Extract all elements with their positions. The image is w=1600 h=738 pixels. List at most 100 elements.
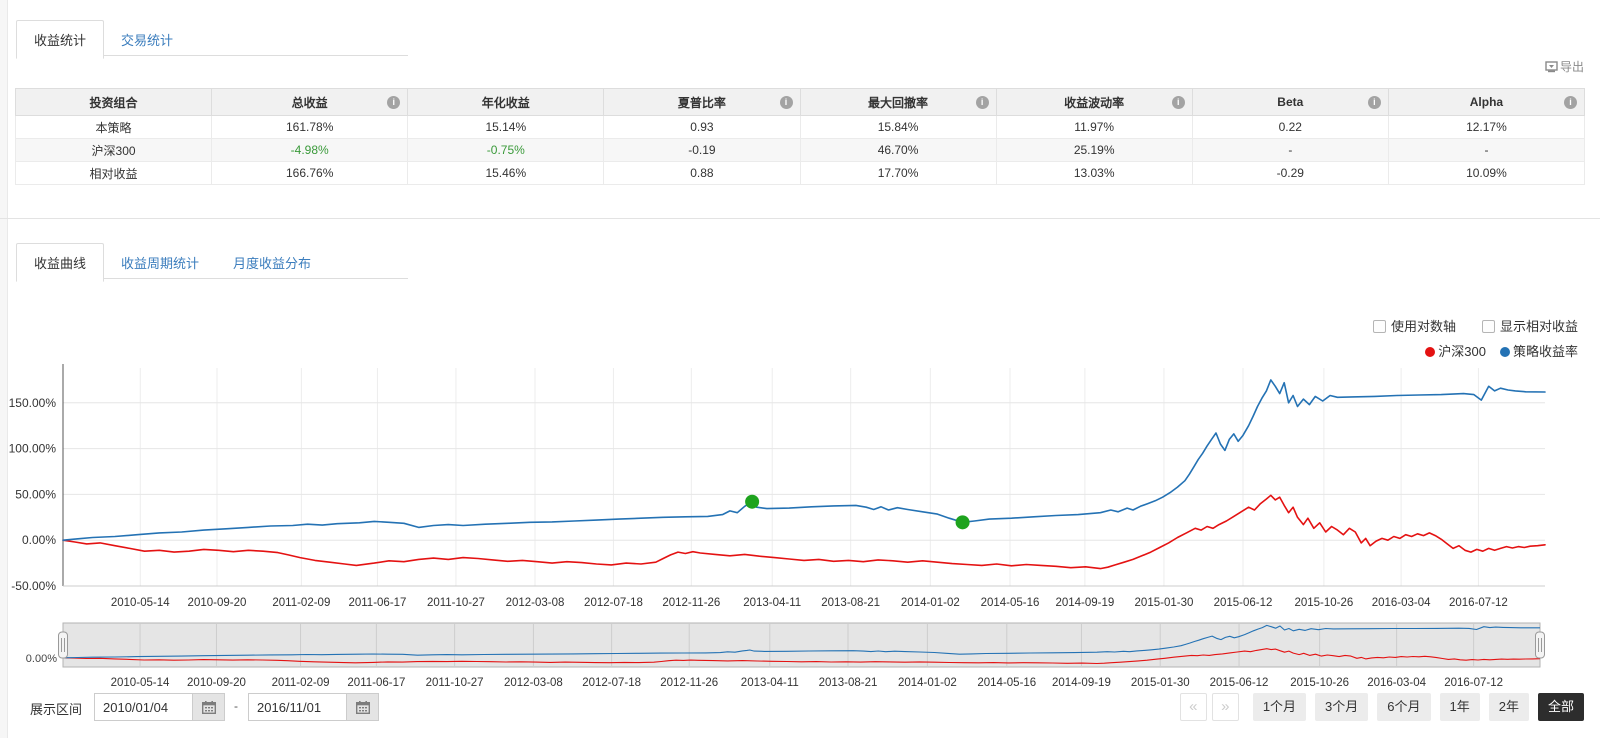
table-cell: 15.14%	[407, 115, 605, 139]
navigator-x-label: 2010-05-14	[111, 677, 170, 689]
table-cell: 相对收益	[14, 161, 213, 185]
col-header-6: Beta i	[1191, 88, 1389, 116]
table-cell: 10.09%	[1387, 161, 1586, 185]
navigator-chart[interactable]: 0.00% 2010-05-14 2010-09-20 2011-02-09 2011-…	[0, 610, 1600, 692]
navigator-x-label: 2013-04-11	[741, 677, 799, 689]
navigator-x-label: 2016-03-04	[1367, 677, 1426, 689]
chart-tab-0[interactable]: 收益曲线	[16, 243, 105, 282]
x-axis-label: 2016-07-12	[1449, 597, 1508, 609]
display-range-bar: 展示区间 -	[0, 692, 1600, 722]
navigator-x-label: 2014-05-16	[977, 677, 1036, 689]
date-range-separator: -	[234, 699, 238, 713]
info-icon[interactable]: i	[779, 96, 793, 109]
x-axis-label: 2016-03-04	[1372, 597, 1431, 609]
checkbox-label: 使用对数轴	[1390, 319, 1456, 334]
checkbox-icon[interactable]	[1481, 320, 1495, 333]
col-header-5: 收益波动率 i	[995, 88, 1193, 116]
navigator-x-label: 2012-03-08	[504, 677, 563, 689]
navigator-x-label: 2015-10-26	[1290, 677, 1349, 689]
navigator-x-label: 2015-01-30	[1131, 677, 1190, 689]
table-cell: 12.17%	[1387, 115, 1586, 139]
y-axis-label: 150.00%	[9, 396, 57, 410]
stats-tabstrip: 收益统计 交易统计	[16, 19, 408, 59]
table-cell: 25.19%	[995, 138, 1193, 162]
legend-item-0[interactable]: 沪深300	[1425, 344, 1486, 359]
navigator-x-label: 2014-09-19	[1052, 677, 1111, 689]
start-date-input[interactable]	[94, 693, 192, 721]
table-cell: -0.29	[1191, 161, 1389, 185]
end-date-input[interactable]	[248, 693, 346, 721]
table-cell: 46.70%	[799, 138, 997, 162]
series-line-1[interactable]	[62, 379, 1546, 541]
chart-navigator-area[interactable]: 0.00% 2010-05-14 2010-09-20 2011-02-09 2011-…	[0, 610, 1600, 692]
y-axis-label: 100.00%	[9, 442, 57, 456]
calendar-icon	[355, 700, 370, 714]
range-button-3[interactable]: 1年	[1439, 693, 1480, 721]
navigator-x-label: 2010-09-20	[187, 677, 246, 689]
returns-line-chart[interactable]: 150.00% 100.00% 50.00% 0.00% -50.00% 2010-05-…	[0, 358, 1600, 614]
col-header-0: 投资组合	[14, 88, 213, 116]
table-cell: -4.98%	[211, 138, 409, 162]
info-icon[interactable]: i	[1367, 96, 1381, 109]
range-label: 展示区间	[30, 702, 83, 717]
x-axis-label: 2011-10-27	[427, 597, 485, 609]
table-cell: 0.93	[603, 115, 801, 139]
legend-item-1[interactable]: 策略收益率	[1499, 344, 1578, 359]
range-quick-buttons: «» 1个月 3个月 6个月 1年 2年 全部	[1179, 693, 1584, 721]
pan-left-button[interactable]: «	[1179, 693, 1207, 721]
x-axis-label: 2014-05-16	[981, 597, 1040, 609]
info-icon[interactable]: i	[387, 96, 401, 109]
navigator-x-label: 2012-11-26	[660, 677, 718, 689]
range-button-2[interactable]: 6个月	[1377, 693, 1431, 721]
table-cell: 15.84%	[799, 115, 997, 139]
calendar-icon	[201, 700, 216, 714]
table-cell: 166.76%	[211, 161, 409, 185]
info-icon[interactable]: i	[975, 96, 989, 109]
chart-legend: 沪深300 策略收益率	[1411, 341, 1578, 360]
navigator-x-label: 2011-02-09	[272, 677, 330, 689]
series-line-0[interactable]	[62, 494, 1546, 570]
pan-right-button[interactable]: »	[1211, 693, 1239, 721]
chart-tab-2[interactable]: 月度收益分布	[233, 256, 312, 271]
trade-marker-icon[interactable]	[955, 515, 970, 530]
stats-tab-0[interactable]: 收益统计	[16, 20, 105, 59]
navigator-series-0	[62, 648, 1541, 665]
navigator-x-label: 2012-07-18	[582, 677, 641, 689]
table-cell: -	[1387, 138, 1586, 162]
table-cell: 11.97%	[995, 115, 1193, 139]
table-cell: 15.46%	[407, 161, 605, 185]
performance-stats-table: 投资组合 总收益 i 年化收益 夏普比率 i 最大回撤率 i 收益波动率 i Beta i Alpha i…	[14, 88, 1586, 185]
navigator-right-handle[interactable]	[1535, 631, 1545, 659]
table-cell: 13.03%	[995, 161, 1193, 185]
export-button[interactable]: 导出	[1545, 58, 1584, 75]
chart-tabstrip: 收益曲线 收益周期统计 月度收益分布	[16, 242, 408, 282]
chart-tab-1[interactable]: 收益周期统计	[121, 256, 200, 271]
stats-tab-1[interactable]: 交易统计	[121, 33, 174, 48]
table-cell: -0.19	[603, 138, 801, 162]
range-button-4[interactable]: 2年	[1488, 693, 1529, 721]
navigator-left-handle[interactable]	[58, 631, 68, 659]
info-icon[interactable]: i	[1564, 96, 1577, 109]
end-date-calendar-button[interactable]	[346, 693, 379, 721]
table-cell: 161.78%	[211, 115, 409, 139]
x-axis-label: 2014-09-19	[1055, 597, 1114, 609]
start-date-calendar-button[interactable]	[192, 693, 225, 721]
trade-marker-icon[interactable]	[745, 494, 760, 509]
navigator-x-label: 2011-06-17	[347, 677, 405, 689]
export-icon	[1545, 61, 1558, 73]
info-icon[interactable]: i	[1171, 96, 1185, 109]
checkbox-option-0[interactable]: 使用对数轴	[1372, 319, 1456, 334]
export-label: 导出	[1559, 60, 1584, 74]
range-button-1[interactable]: 3个月	[1315, 693, 1369, 721]
checkbox-option-1[interactable]: 显示相对收益	[1481, 319, 1578, 334]
x-axis-label: 2014-01-02	[901, 597, 960, 609]
range-button-5[interactable]: 全部	[1537, 693, 1584, 721]
returns-chart-area[interactable]: 150.00% 100.00% 50.00% 0.00% -50.00% 2010-05-…	[0, 358, 1600, 614]
checkbox-icon[interactable]	[1372, 320, 1386, 333]
y-axis-label: 50.00%	[15, 487, 56, 501]
range-button-0[interactable]: 1个月	[1252, 693, 1307, 721]
col-header-3: 夏普比率 i	[603, 88, 801, 116]
table-cell: -0.75%	[407, 138, 605, 162]
col-header-4: 最大回撤率 i	[799, 88, 997, 116]
